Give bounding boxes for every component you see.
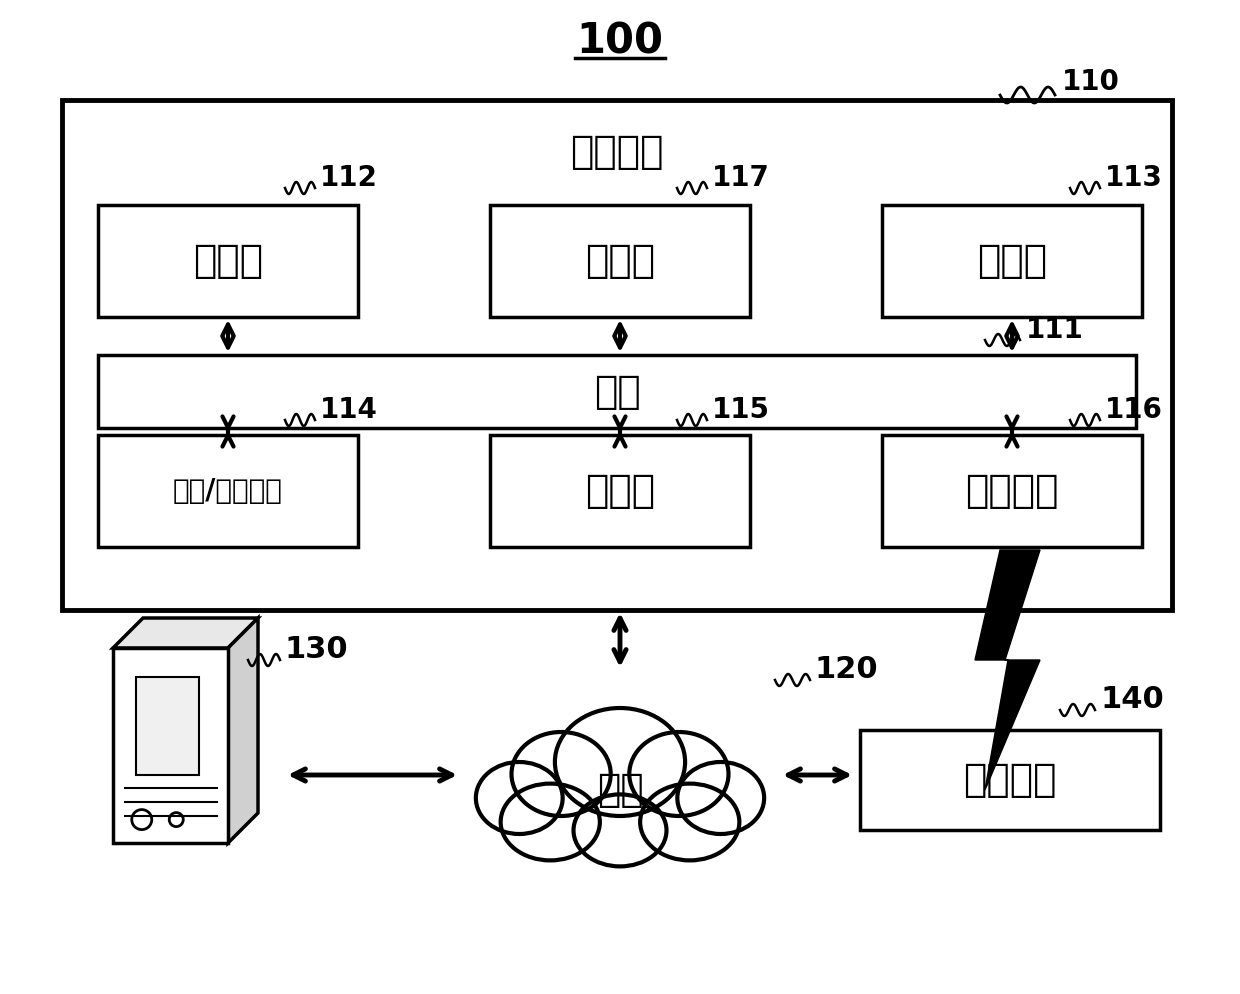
FancyBboxPatch shape [62, 100, 1172, 610]
FancyBboxPatch shape [136, 677, 200, 774]
Text: 130: 130 [285, 635, 348, 665]
Ellipse shape [677, 762, 764, 834]
Ellipse shape [501, 783, 600, 861]
Polygon shape [113, 618, 258, 648]
Text: 111: 111 [1025, 316, 1084, 344]
FancyBboxPatch shape [113, 648, 228, 843]
Text: 100: 100 [577, 21, 663, 63]
Text: 120: 120 [815, 655, 879, 685]
Ellipse shape [573, 794, 667, 867]
Text: 处理器: 处理器 [193, 242, 263, 280]
Text: 115: 115 [712, 396, 770, 424]
FancyBboxPatch shape [490, 435, 750, 547]
Text: 112: 112 [320, 164, 378, 192]
Text: 电子设备: 电子设备 [963, 761, 1056, 799]
Text: 113: 113 [1105, 164, 1163, 192]
FancyBboxPatch shape [490, 205, 750, 317]
Text: 显示器: 显示器 [585, 472, 655, 510]
Text: 网络: 网络 [596, 771, 644, 809]
Text: 116: 116 [1105, 396, 1163, 424]
FancyBboxPatch shape [882, 435, 1142, 547]
Ellipse shape [556, 708, 684, 816]
Text: 物理键: 物理键 [585, 242, 655, 280]
FancyBboxPatch shape [98, 355, 1136, 428]
Text: 110: 110 [1061, 68, 1120, 96]
Text: 存储器: 存储器 [977, 242, 1047, 280]
Text: 总线: 总线 [594, 373, 640, 411]
Polygon shape [975, 550, 1040, 790]
Text: 通信模块: 通信模块 [965, 472, 1059, 510]
Text: 电子设备: 电子设备 [570, 133, 663, 171]
Text: 114: 114 [320, 396, 378, 424]
Ellipse shape [511, 732, 611, 816]
Text: 117: 117 [712, 164, 770, 192]
FancyBboxPatch shape [98, 205, 358, 317]
Ellipse shape [629, 732, 729, 816]
FancyBboxPatch shape [861, 730, 1159, 830]
FancyBboxPatch shape [882, 205, 1142, 317]
Ellipse shape [640, 783, 739, 861]
Text: 140: 140 [1100, 686, 1164, 715]
Polygon shape [228, 618, 258, 843]
Ellipse shape [476, 762, 563, 834]
Text: 输入/输出模块: 输入/输出模块 [174, 477, 283, 505]
FancyBboxPatch shape [98, 435, 358, 547]
